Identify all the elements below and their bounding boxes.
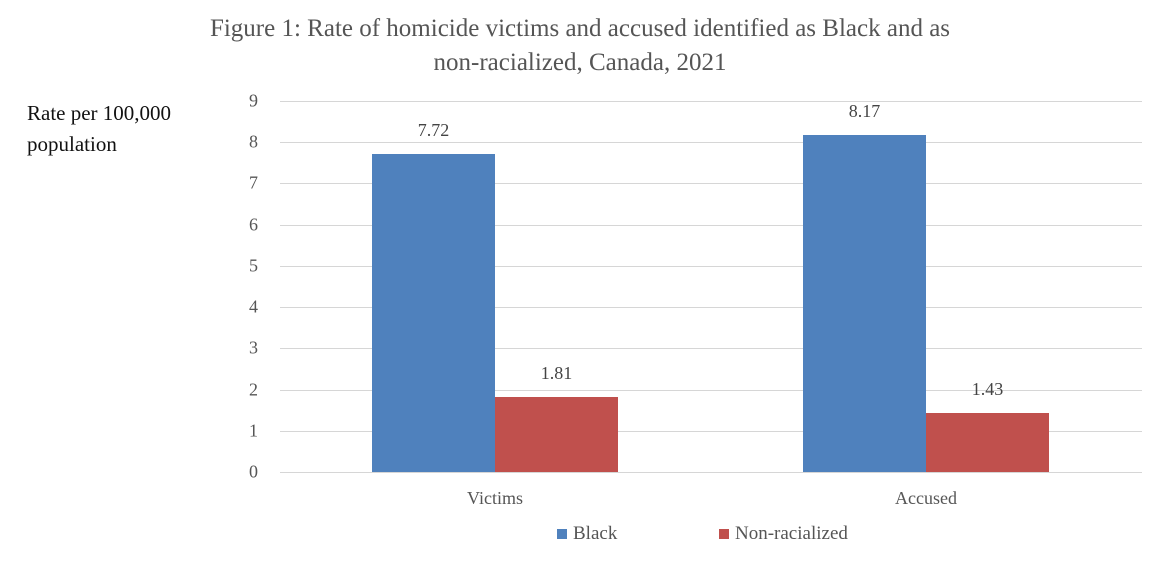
gridline xyxy=(280,472,1142,473)
gridline xyxy=(280,183,1142,185)
data-label: 7.72 xyxy=(417,119,450,140)
data-label: 1.43 xyxy=(971,379,1004,400)
plot-area: 7.72 1.81 8.17 1.43 xyxy=(280,101,1142,473)
chart-title-line-1: Figure 1: Rate of homicide victims and a… xyxy=(209,15,951,42)
legend-item-non-racialized: Non-racialized xyxy=(719,523,848,545)
y-tick-label: 1 xyxy=(249,420,258,441)
gridline xyxy=(280,142,1142,144)
y-tick-label: 8 xyxy=(249,131,258,152)
y-tick-label: 6 xyxy=(249,214,258,235)
gridline xyxy=(280,101,1142,102)
y-tick-label: 3 xyxy=(249,337,258,358)
data-label: 8.17 xyxy=(848,101,881,122)
y-axis-label-line-2: population xyxy=(27,132,117,156)
gridline xyxy=(280,224,1142,226)
y-tick-label: 5 xyxy=(249,255,258,276)
bar-victims-non-racialized xyxy=(495,397,618,472)
legend-swatch-non-racialized xyxy=(719,529,729,539)
gridline xyxy=(280,265,1142,267)
gridline xyxy=(280,348,1142,350)
legend-label-non-racialized: Non-racialized xyxy=(735,523,848,544)
y-tick-label: 0 xyxy=(249,461,258,482)
bar-accused-black xyxy=(803,135,926,472)
x-category-label: Accused xyxy=(895,488,957,508)
y-tick-label: 7 xyxy=(249,172,258,193)
chart-title: Figure 1: Rate of homicide victims and a… xyxy=(0,12,1160,80)
bar-victims-black xyxy=(372,153,495,472)
legend-item-black: Black xyxy=(557,523,617,545)
data-label: 1.81 xyxy=(540,363,573,384)
bar-accused-non-racialized xyxy=(926,413,1049,472)
legend-label-black: Black xyxy=(573,523,618,544)
y-tick-label: 2 xyxy=(249,379,258,400)
x-category-label: Victims xyxy=(467,488,523,508)
gridline xyxy=(280,307,1142,309)
y-tick-label: 9 xyxy=(249,90,258,111)
y-tick-label: 4 xyxy=(249,296,258,317)
gridline xyxy=(280,389,1142,391)
chart-title-line-2: non-racialized, Canada, 2021 xyxy=(433,49,727,76)
y-axis-label: Rate per 100,000 population xyxy=(27,98,171,160)
gridline xyxy=(280,430,1142,432)
y-axis-label-line-1: Rate per 100,000 xyxy=(27,101,172,125)
legend-swatch-black xyxy=(557,529,567,539)
